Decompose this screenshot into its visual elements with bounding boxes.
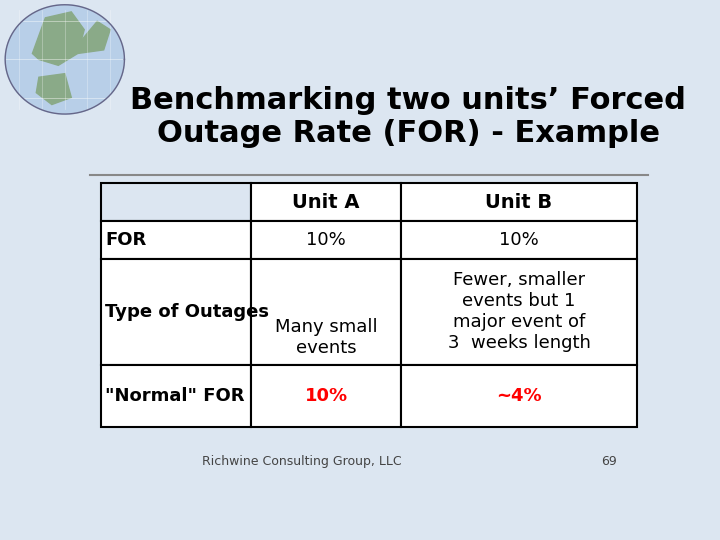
FancyBboxPatch shape: [401, 183, 637, 221]
Text: 10%: 10%: [306, 231, 346, 249]
FancyBboxPatch shape: [101, 364, 251, 427]
Text: Type of Outages: Type of Outages: [105, 302, 269, 321]
Text: FOR: FOR: [105, 231, 147, 249]
FancyBboxPatch shape: [251, 364, 401, 427]
FancyBboxPatch shape: [101, 259, 251, 364]
FancyBboxPatch shape: [401, 364, 637, 427]
Text: Unit A: Unit A: [292, 193, 360, 212]
Text: ~4%: ~4%: [496, 387, 542, 404]
Polygon shape: [36, 73, 71, 105]
Text: Fewer, smaller
events but 1
major event of
3  weeks length: Fewer, smaller events but 1 major event …: [448, 272, 590, 352]
FancyBboxPatch shape: [251, 183, 401, 221]
Text: Unit B: Unit B: [485, 193, 552, 212]
FancyBboxPatch shape: [101, 183, 251, 221]
Text: 69: 69: [601, 455, 617, 468]
FancyBboxPatch shape: [401, 259, 637, 364]
Text: Richwine Consulting Group, LLC: Richwine Consulting Group, LLC: [202, 455, 402, 468]
FancyBboxPatch shape: [251, 259, 401, 364]
Text: "Normal" FOR: "Normal" FOR: [105, 387, 245, 404]
Polygon shape: [78, 22, 110, 53]
FancyBboxPatch shape: [401, 221, 637, 259]
Text: 10%: 10%: [305, 387, 348, 404]
FancyBboxPatch shape: [101, 221, 251, 259]
Polygon shape: [32, 12, 84, 65]
Polygon shape: [5, 5, 125, 114]
Text: Benchmarking two units’ Forced
Outage Rate (FOR) - Example: Benchmarking two units’ Forced Outage Ra…: [130, 85, 686, 148]
Text: 10%: 10%: [499, 231, 539, 249]
Text: Many small
events: Many small events: [275, 318, 377, 357]
FancyBboxPatch shape: [251, 221, 401, 259]
